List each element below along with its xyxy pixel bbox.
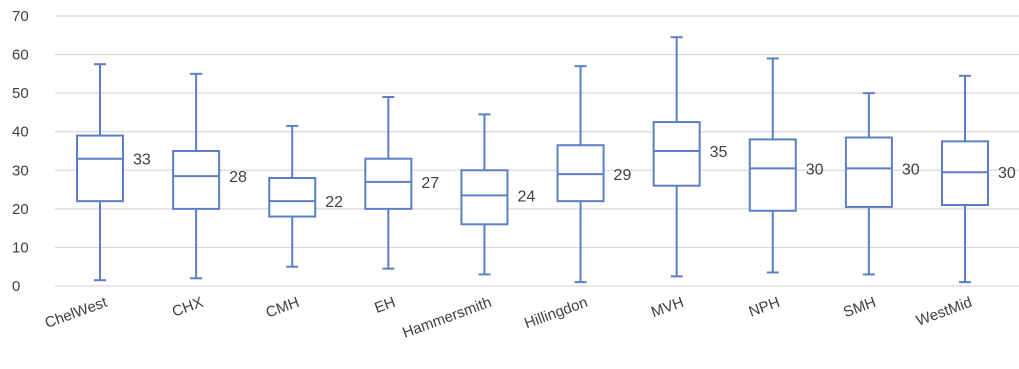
x-category-label: CMH: [264, 294, 302, 322]
y-tick-label: 10: [12, 239, 29, 256]
y-tick-label: 70: [12, 8, 29, 25]
boxes: 33 28 22 27 24 29 35 30 30 30: [76, 36, 1016, 284]
x-category-label: EH: [372, 294, 397, 317]
iqr-box: [268, 177, 317, 218]
box-hammersmith: 24: [460, 113, 535, 276]
box-cmh: 22: [268, 124, 343, 268]
box-mvh: 35: [652, 36, 728, 278]
x-category-label: Hillingdon: [522, 294, 590, 333]
iqr-box: [364, 157, 413, 210]
median-label: 35: [710, 144, 728, 161]
y-tick-label: 20: [12, 201, 29, 218]
y-tick-label: 30: [12, 162, 29, 179]
y-axis-tick-labels: 0 10 20 30 40 50 60 70: [12, 8, 29, 295]
x-category-label: Hammersmith: [400, 294, 494, 342]
iqr-box: [76, 134, 124, 203]
box-chelwest: 33: [76, 63, 151, 282]
median-label: 27: [421, 175, 439, 192]
box-chx: 28: [172, 72, 247, 280]
x-category-label: ChelWest: [43, 294, 110, 332]
y-tick-label: 50: [12, 85, 29, 102]
y-tick-label: 0: [12, 278, 20, 295]
x-category-label: MVH: [649, 294, 686, 321]
x-category-label: NPH: [747, 294, 783, 321]
median-label: 28: [229, 169, 247, 186]
y-tick-label: 60: [12, 47, 29, 64]
x-category-label: WestMid: [914, 294, 974, 330]
median-label: 24: [517, 188, 535, 205]
box-hillingdon: 29: [556, 65, 632, 284]
iqr-box: [172, 150, 221, 210]
x-category-label: CHX: [170, 294, 206, 321]
median-label: 30: [902, 161, 920, 178]
iqr-box: [652, 121, 701, 187]
median-label: 30: [998, 165, 1016, 182]
iqr-box: [748, 138, 797, 212]
median-label: 29: [614, 167, 632, 184]
y-tick-label: 40: [12, 124, 29, 141]
box-eh: 27: [364, 96, 439, 270]
box-westmid: 30: [941, 74, 1016, 284]
box-smh: 30: [844, 92, 920, 276]
box-nph: 30: [748, 57, 824, 274]
x-axis-category-labels: ChelWest CHX CMH EH Hammersmith Hillingdon MVH…: [43, 294, 975, 342]
median-label: 33: [133, 152, 151, 169]
median-label: 30: [806, 161, 824, 178]
median-label: 22: [325, 194, 343, 211]
iqr-box: [844, 136, 893, 208]
iqr-box: [460, 169, 509, 226]
x-category-label: SMH: [841, 294, 878, 321]
